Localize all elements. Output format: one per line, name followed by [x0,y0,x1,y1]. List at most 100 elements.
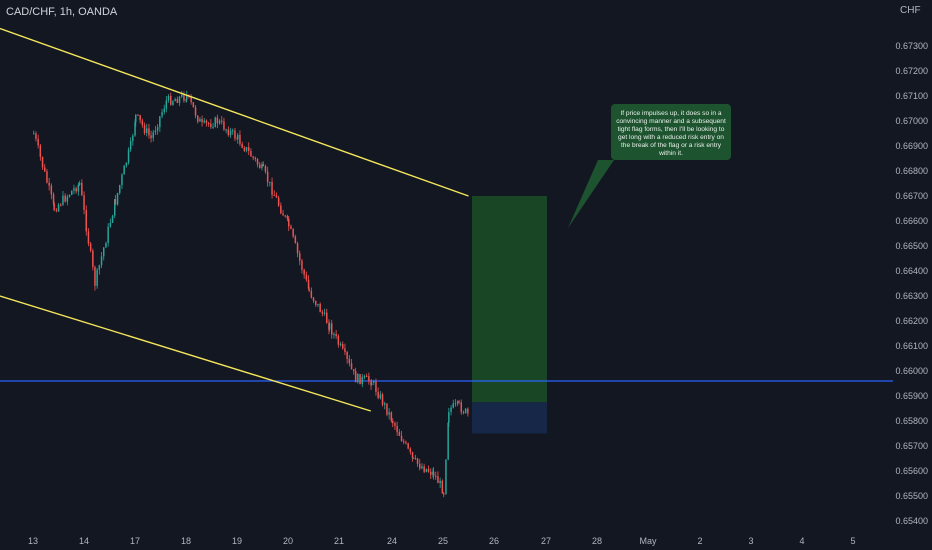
candle [275,195,278,198]
candle [167,95,170,101]
y-tick-label: 0.67100 [895,91,928,101]
candle [210,123,212,127]
x-tick-label: 3 [748,536,753,546]
candle [252,156,254,158]
candle [261,164,263,169]
candle [37,139,39,146]
candle [439,480,441,484]
candle [412,457,414,459]
candle [405,442,407,444]
candle [186,95,188,100]
upper-trendline [0,27,469,197]
candle [407,443,409,449]
candle [430,471,432,475]
candle [301,260,303,270]
candle [148,128,150,136]
candle [448,411,450,423]
candle [64,195,66,202]
y-tick-label: 0.67200 [895,66,928,76]
y-tick-label: 0.66000 [895,366,928,376]
candle [245,147,248,151]
candle [119,185,121,194]
candle [458,401,460,403]
trade-idea-note[interactable]: If price impulses up, it does so in a co… [611,104,731,160]
candle [87,231,90,244]
candle [232,130,234,132]
candle [284,215,286,217]
candle [243,147,246,151]
y-tick-label: 0.66200 [895,316,928,326]
candle [254,157,257,160]
candle [269,181,271,183]
symbol-label[interactable]: CAD/CHF, 1h, OANDA [6,6,118,18]
candle [288,218,290,227]
candle [60,204,62,206]
candle [425,468,428,472]
candle [192,102,195,108]
candle [194,107,197,116]
x-tick-label: 25 [438,536,448,546]
y-tick-label: 0.65800 [895,416,928,426]
candle [71,190,73,195]
x-tick-label: 20 [283,536,293,546]
candle [315,300,317,305]
candle [350,363,353,370]
candle [183,94,185,101]
candle [39,145,42,157]
candle [357,374,359,383]
candle [53,203,55,211]
candle [107,226,109,243]
candle [123,165,125,175]
candle [239,134,241,144]
candle [445,459,447,494]
candle [156,127,159,131]
candle [241,143,243,148]
candle [103,247,105,257]
candle [294,236,297,244]
candle [435,476,437,478]
candle [437,476,439,484]
candle [190,96,192,103]
candle [414,457,417,459]
candle [146,128,148,134]
candle [152,132,154,139]
y-tick-label: 0.66300 [895,291,928,301]
stop-zone [472,402,547,434]
candle [384,403,386,405]
candle [201,119,203,123]
candle [377,391,379,399]
x-tick-label: 5 [850,536,855,546]
candle [154,130,157,133]
candle [416,458,419,464]
candle [359,374,361,385]
candle [237,134,239,140]
candle [94,266,96,286]
candle [379,394,382,399]
candle [323,312,326,314]
candle [307,279,310,289]
candle [388,412,390,415]
y-tick-label: 0.66700 [895,191,928,201]
candle [109,222,112,227]
candle [44,167,46,172]
candle [139,115,141,121]
candle [305,274,308,280]
candle [114,199,117,205]
candle [141,120,144,126]
candle [290,226,292,229]
candle [348,358,351,364]
y-tick-label: 0.65700 [895,441,928,451]
candle [319,303,321,313]
candle [396,425,398,433]
candle [353,369,355,372]
candle [181,94,183,97]
x-tick-label: 13 [28,536,38,546]
x-tick-label: 27 [541,536,551,546]
candle [116,193,119,205]
candle [394,423,396,426]
candle [462,412,465,414]
candle [165,100,168,109]
candle [456,401,459,404]
candle [312,297,315,301]
